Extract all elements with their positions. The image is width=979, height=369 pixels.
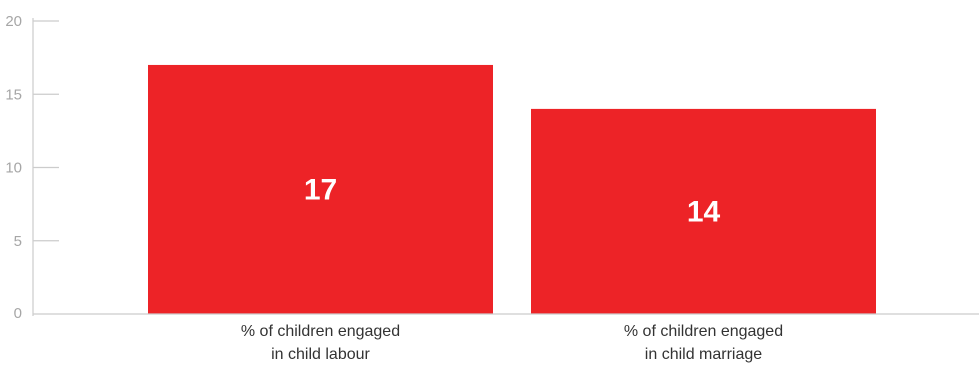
- y-axis: 0 5 10 15 20: [5, 13, 59, 322]
- bar-value-label: 14: [687, 195, 721, 228]
- y-tick-label: 10: [5, 160, 22, 177]
- bar: [148, 64, 493, 314]
- category-label: in child marriage: [645, 346, 762, 363]
- category-label: % of children engaged: [241, 323, 400, 340]
- y-tick-label: 5: [14, 233, 22, 250]
- y-tick-label: 0: [14, 305, 22, 322]
- x-axis: % of children engaged in child labour % of…: [33, 313, 979, 363]
- y-tick-label: 20: [5, 13, 22, 30]
- category-label: % of children engaged: [624, 323, 783, 340]
- y-tick-label: 15: [5, 86, 22, 103]
- bar-value-label: 17: [304, 173, 337, 206]
- bar: [531, 108, 876, 315]
- category-label: in child labour: [271, 346, 370, 363]
